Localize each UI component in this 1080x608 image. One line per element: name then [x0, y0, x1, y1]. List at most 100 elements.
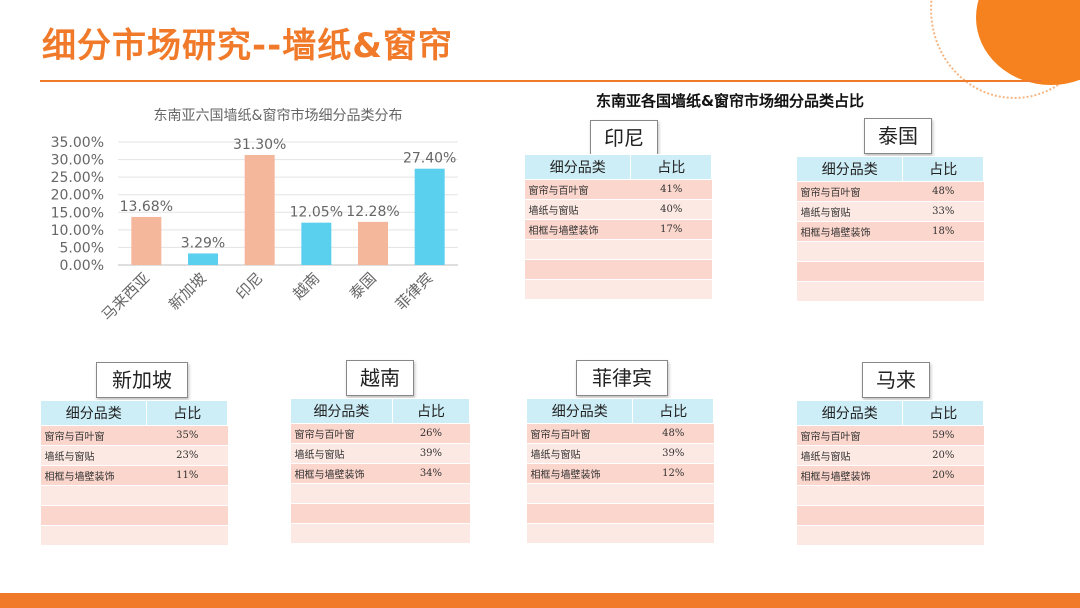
table-row: 窗帘与百叶窗 48%: [526, 423, 714, 444]
category-cell: [796, 281, 903, 302]
category-cell: [526, 503, 633, 524]
table-row: [796, 525, 984, 546]
x-tick-label: 马来西亚: [98, 269, 153, 324]
header-category: 细分品类: [523, 154, 632, 180]
table-header-row: 细分品类 占比: [795, 156, 984, 182]
category-cell: [524, 279, 631, 300]
table-row: [796, 281, 984, 302]
country-label: 新加坡: [96, 362, 188, 398]
share-cell: [902, 485, 984, 506]
category-cell: 相框与墙壁装饰: [526, 463, 633, 484]
table-row: [524, 239, 712, 260]
table-row: 窗帘与百叶窗 41%: [524, 179, 712, 200]
share-cell: 41%: [630, 179, 712, 200]
share-cell: [632, 503, 714, 524]
table-row: 墙纸与窗贴 23%: [40, 445, 228, 466]
table-row: [526, 503, 714, 524]
share-cell: [902, 281, 984, 302]
table-row: [290, 483, 470, 504]
data-label: 27.40%: [403, 151, 456, 167]
table-row: 窗帘与百叶窗 59%: [796, 425, 984, 446]
share-cell: [392, 523, 470, 544]
share-cell: 48%: [632, 423, 714, 444]
y-tick-label: 20.00%: [51, 188, 104, 204]
category-cell: [290, 523, 393, 544]
country-label: 泰国: [864, 118, 932, 154]
y-tick-label: 35.00%: [51, 135, 104, 151]
table-row: [290, 503, 470, 524]
table-row: [526, 523, 714, 544]
table-row: 相框与墙壁装饰 20%: [796, 465, 984, 486]
table-row: 相框与墙壁装饰 18%: [796, 221, 984, 242]
table-row: [524, 279, 712, 300]
table-row: 墙纸与窗贴 33%: [796, 201, 984, 222]
share-cell: [902, 505, 984, 526]
segment-table: 细分品类 占比 窗帘与百叶窗 48% 墙纸与窗贴 39% 相框与墙壁装饰 12%: [525, 398, 714, 544]
segment-distribution-bar-chart: 东南亚六国墙纸&窗帘市场细分品类分布 0.00% 5.00%10.00% 15.00%…: [51, 107, 458, 324]
header-share: 占比: [632, 398, 714, 424]
table-row: 相框与墙壁装饰 12%: [526, 463, 714, 484]
share-cell: 26%: [392, 423, 470, 444]
data-label: 12.05%: [290, 205, 343, 221]
table-row: 窗帘与百叶窗 48%: [796, 181, 984, 202]
share-cell: [630, 279, 712, 300]
table-header-row: 细分品类 占比: [290, 398, 471, 424]
header-category: 细分品类: [795, 400, 904, 426]
category-cell: [40, 525, 147, 546]
y-tick-label: 0.00%: [60, 258, 104, 274]
x-tick-label: 越南: [289, 269, 323, 303]
bar: [301, 222, 332, 265]
share-cell: [902, 261, 984, 282]
segment-table: 细分品类 占比 窗帘与百叶窗 59% 墙纸与窗贴 20% 相框与墙壁装饰 20%: [795, 400, 984, 546]
share-cell: 48%: [902, 181, 984, 202]
page-title: 细分市场研究--墙纸&窗帘: [42, 26, 453, 66]
share-cell: [146, 485, 228, 506]
category-cell: [796, 525, 903, 546]
category-cell: [40, 485, 147, 506]
country-label: 印尼: [590, 120, 658, 156]
category-cell: [40, 505, 147, 526]
y-tick-label: 25.00%: [51, 170, 104, 186]
share-cell: [902, 525, 984, 546]
share-cell: 23%: [146, 445, 228, 466]
share-cell: 59%: [902, 425, 984, 446]
category-cell: 墙纸与窗贴: [524, 199, 631, 220]
table-row: [796, 485, 984, 506]
y-tick-label: 30.00%: [51, 153, 104, 169]
header-share: 占比: [146, 400, 228, 426]
category-cell: [796, 261, 903, 282]
table-row: 墙纸与窗贴 39%: [290, 443, 470, 464]
table-row: [796, 505, 984, 526]
share-cell: 11%: [146, 465, 228, 486]
category-cell: [524, 259, 631, 280]
category-cell: 墙纸与窗贴: [796, 445, 903, 466]
table-row: 墙纸与窗贴 40%: [524, 199, 712, 220]
share-cell: 20%: [902, 465, 984, 486]
category-cell: 窗帘与百叶窗: [526, 423, 633, 444]
table-row: [290, 523, 470, 544]
header-share: 占比: [630, 154, 712, 180]
header-share: 占比: [902, 156, 984, 182]
share-cell: 34%: [392, 463, 470, 484]
table-header-row: 细分品类 占比: [795, 400, 984, 426]
table-row: 墙纸与窗贴 39%: [526, 443, 714, 464]
bar: [358, 221, 388, 265]
x-tick-label: 新加坡: [165, 269, 210, 314]
category-cell: 窗帘与百叶窗: [40, 425, 147, 446]
table-row: [526, 483, 714, 504]
x-tick-label: 菲律宾: [392, 269, 437, 314]
table-row: [40, 525, 228, 546]
bar: [188, 253, 218, 265]
share-cell: 39%: [392, 443, 470, 464]
header-category: 细分品类: [290, 398, 393, 424]
category-cell: 相框与墙壁装饰: [40, 465, 147, 486]
category-cell: 墙纸与窗贴: [526, 443, 633, 464]
table-row: 墙纸与窗贴 20%: [796, 445, 984, 466]
segment-table: 细分品类 占比 窗帘与百叶窗 35% 墙纸与窗贴 23% 相框与墙壁装饰 11%: [39, 400, 228, 546]
share-cell: [392, 503, 470, 524]
category-cell: 相框与墙壁装饰: [796, 221, 903, 242]
share-cell: [630, 259, 712, 280]
y-tick-label: 10.00%: [51, 223, 104, 239]
country-label: 马来: [862, 362, 930, 398]
segment-table: 细分品类 占比 窗帘与百叶窗 41% 墙纸与窗贴 40% 相框与墙壁装饰 17%: [523, 154, 712, 300]
